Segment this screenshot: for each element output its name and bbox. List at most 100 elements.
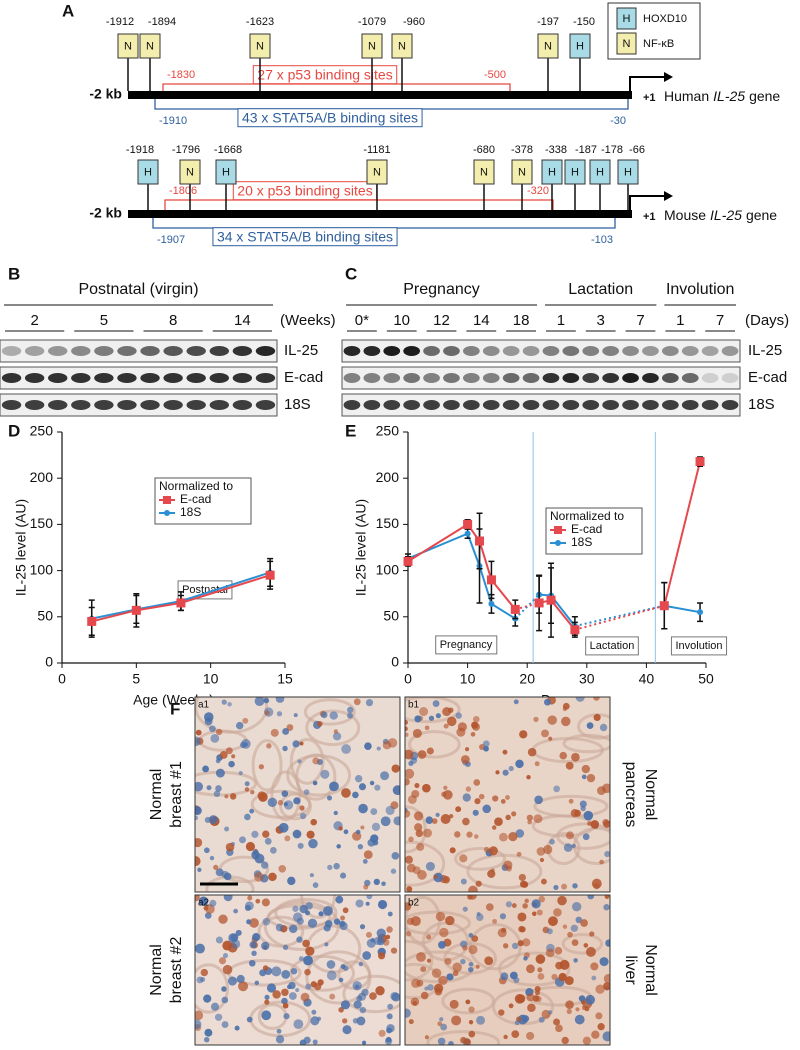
cell	[283, 802, 288, 807]
cell	[338, 1007, 344, 1013]
cell	[438, 975, 448, 985]
blot-band	[24, 373, 45, 383]
cell	[511, 942, 519, 950]
cell	[373, 878, 380, 886]
cell	[527, 819, 533, 825]
cell	[293, 713, 298, 718]
cell	[282, 944, 289, 951]
cell	[320, 711, 328, 719]
cell	[195, 781, 203, 792]
y-tick-label: 200	[30, 469, 54, 485]
gene-name: IL-25	[713, 88, 745, 104]
tss-arrow	[629, 76, 664, 91]
panel-label: A	[62, 1, 74, 20]
blot-band	[1, 346, 22, 356]
cell	[262, 830, 270, 838]
cell	[247, 895, 253, 901]
cell	[446, 973, 454, 981]
cell	[595, 984, 605, 994]
cell	[435, 911, 446, 922]
cell	[225, 842, 235, 852]
cell	[516, 994, 526, 1003]
site-position: -187	[575, 144, 597, 156]
cell	[482, 740, 490, 748]
tissue-structure	[405, 697, 461, 724]
blot-strip	[341, 339, 741, 363]
cell	[494, 817, 503, 827]
x-tick-label: 0	[404, 671, 412, 687]
x-tick-label: 10	[203, 671, 219, 687]
cell	[293, 797, 301, 805]
cell	[254, 980, 260, 986]
site-symbol: N	[124, 40, 132, 52]
cell	[536, 847, 546, 856]
cell	[341, 744, 352, 754]
micrograph	[195, 697, 400, 892]
tissue-structure	[286, 754, 352, 797]
cell	[503, 1034, 508, 1040]
cell	[222, 940, 233, 951]
cell	[288, 924, 298, 934]
blot-band	[209, 346, 229, 356]
cell	[547, 715, 557, 725]
cell	[210, 1002, 220, 1011]
cell	[541, 878, 547, 885]
cell	[561, 1036, 569, 1045]
y-tick-label: 150	[376, 515, 400, 531]
cell	[222, 952, 229, 959]
cell	[451, 1015, 462, 1026]
cell	[276, 711, 283, 717]
cell	[376, 746, 381, 751]
tss-arrow	[629, 195, 664, 210]
cell	[386, 1027, 392, 1034]
cell	[508, 831, 518, 842]
y-tick-label: 100	[376, 561, 400, 577]
cell	[517, 912, 527, 922]
cell	[580, 805, 586, 812]
blot-band	[343, 346, 361, 356]
site-position: -1796	[172, 144, 200, 156]
annotation-box	[670, 636, 728, 656]
cell	[505, 901, 513, 908]
cell	[565, 761, 574, 770]
site-symbol: N	[186, 166, 194, 178]
blot-band	[721, 346, 739, 356]
cell	[435, 812, 440, 817]
cell	[366, 938, 376, 948]
cell	[250, 790, 255, 795]
blot-band	[502, 400, 520, 410]
blot-band	[562, 346, 580, 356]
cell	[269, 846, 277, 854]
cell	[272, 990, 281, 999]
cell	[499, 913, 507, 920]
site-symbol: H	[576, 40, 584, 52]
cell	[538, 895, 545, 903]
cell	[203, 994, 212, 1003]
cell	[195, 1010, 204, 1021]
blot-band	[363, 373, 381, 383]
blot-band	[383, 346, 401, 356]
tissue-structure	[257, 915, 305, 948]
cell	[305, 946, 315, 956]
site-position: -680	[473, 144, 495, 156]
blot-band	[582, 373, 600, 383]
tissue-structure	[405, 840, 446, 887]
cell	[210, 733, 220, 743]
cell	[553, 884, 559, 891]
micrograph-border	[194, 894, 401, 1046]
blot-band	[562, 400, 580, 410]
cell	[375, 986, 385, 996]
cell	[452, 962, 462, 972]
promoter-bar	[128, 91, 632, 99]
gene-label: Human IL-25 gene	[664, 88, 780, 104]
cell	[286, 984, 292, 990]
cell	[195, 895, 200, 902]
cell	[215, 728, 223, 736]
blot-band	[462, 373, 480, 383]
cell	[468, 895, 477, 900]
cell	[206, 785, 212, 791]
cell	[358, 783, 367, 791]
cell	[518, 925, 525, 933]
cell	[259, 969, 267, 977]
x-axis-label: Age (Weeks)	[133, 692, 214, 708]
